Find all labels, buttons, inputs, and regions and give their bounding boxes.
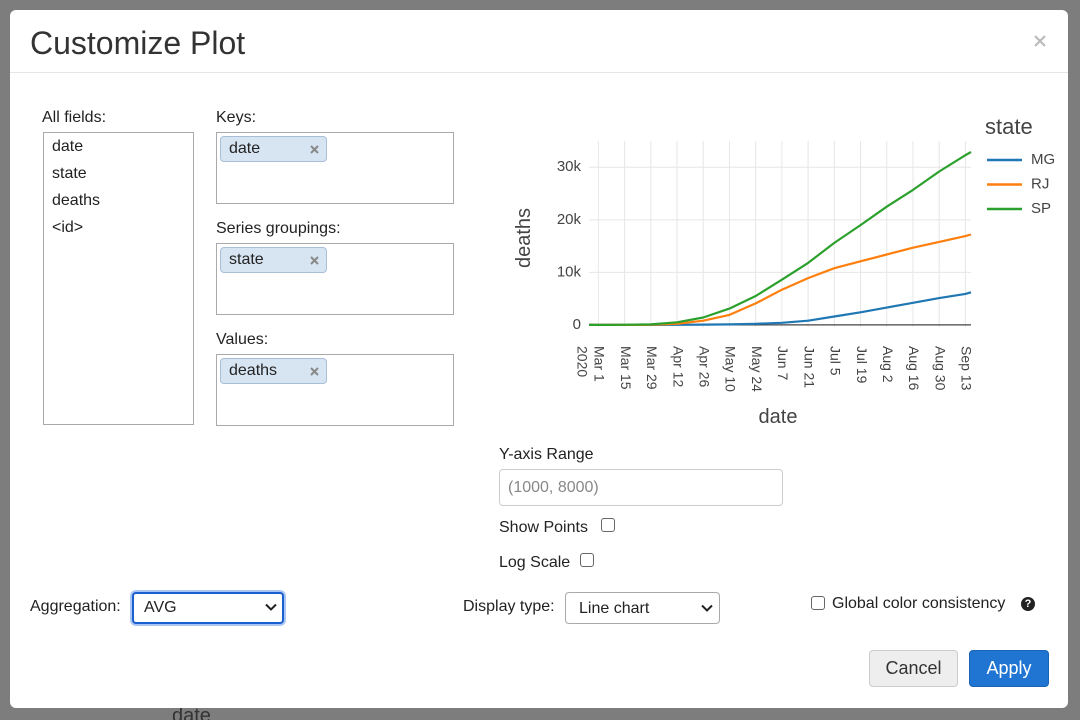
x-tick-label: Mar 29 bbox=[644, 346, 660, 390]
chevron bbox=[701, 604, 713, 612]
chip: state bbox=[220, 247, 327, 273]
x-tick-label: Mar 1 bbox=[592, 346, 608, 382]
chip: date bbox=[220, 136, 327, 162]
dialog-title: Customize Plot bbox=[30, 25, 246, 61]
aggregation-select[interactable]: AVG bbox=[132, 592, 284, 624]
field-item[interactable]: deaths bbox=[52, 192, 101, 209]
cancel-button[interactable]: Cancel bbox=[869, 650, 958, 687]
drop-box[interactable]: state bbox=[216, 243, 454, 315]
x-tick-label: Mar 15 bbox=[618, 346, 634, 390]
x-tick-label: Aug 2 bbox=[880, 346, 896, 383]
x-tick-label: Jul 5 bbox=[828, 346, 844, 376]
legend-label: RJ bbox=[1031, 175, 1049, 192]
header-divider bbox=[10, 72, 1068, 73]
legend-title: state bbox=[985, 114, 1033, 139]
y-tick-label: 20k bbox=[557, 211, 582, 228]
x-tick-label: May 10 bbox=[723, 346, 739, 392]
chip-remove[interactable] bbox=[310, 145, 319, 154]
legend-label: MG bbox=[1031, 151, 1055, 168]
checkbox[interactable] bbox=[580, 553, 594, 567]
field-label: Keys: bbox=[216, 109, 257, 126]
series-line bbox=[589, 291, 972, 326]
field-list[interactable]: date state deaths <id> bbox=[43, 132, 194, 425]
y-tick-label: 30k bbox=[557, 158, 582, 175]
checkbox[interactable] bbox=[601, 518, 615, 532]
x-tick-label: Jul 19 bbox=[854, 346, 870, 384]
y-tick-label: 10k bbox=[557, 263, 582, 280]
chip-remove[interactable] bbox=[310, 367, 319, 376]
field-label: Values: bbox=[216, 331, 269, 348]
x-tick-label: Jun 7 bbox=[775, 346, 791, 380]
y-tick-label: 0 bbox=[573, 316, 581, 333]
range-input[interactable]: (1000, 8000) bbox=[499, 469, 783, 506]
checkbox-label: Show Points bbox=[499, 519, 588, 536]
drop-box[interactable]: deaths bbox=[216, 354, 454, 426]
x-tick-label: Jun 21 bbox=[801, 346, 817, 388]
x-axis-title: date bbox=[759, 406, 798, 428]
x-tick-year: 2020 bbox=[575, 346, 591, 377]
field-label: Y-axis Range bbox=[499, 446, 594, 463]
checkbox-label: Log Scale bbox=[499, 554, 571, 571]
apply-button[interactable]: Apply bbox=[969, 650, 1049, 687]
x-tick-label: Sep 13 bbox=[959, 346, 975, 391]
chip-text: date bbox=[229, 140, 261, 157]
field-item[interactable]: state bbox=[52, 165, 87, 182]
drop-box[interactable]: date bbox=[216, 132, 454, 204]
y-axis-title: deaths bbox=[513, 208, 535, 268]
chip-remove[interactable] bbox=[310, 256, 319, 265]
chip: deaths bbox=[220, 358, 327, 384]
background-label: date bbox=[172, 705, 211, 720]
legend-label: SP bbox=[1031, 200, 1051, 217]
checkbox[interactable] bbox=[811, 596, 825, 610]
field-label: Series groupings: bbox=[216, 220, 341, 237]
checkbox-label: Global color consistency bbox=[832, 595, 1006, 612]
select-value: Line chart bbox=[579, 600, 650, 617]
select-value: AVG bbox=[144, 599, 177, 616]
chevron bbox=[265, 603, 277, 611]
x-tick-label: May 24 bbox=[749, 346, 765, 392]
field-item[interactable]: date bbox=[52, 138, 84, 155]
x-tick-label: Apr 12 bbox=[670, 346, 686, 387]
field-label: All fields: bbox=[42, 109, 107, 126]
x-tick-label: Aug 30 bbox=[932, 346, 948, 391]
field-item[interactable]: <id> bbox=[52, 219, 84, 236]
x-tick-label: Apr 26 bbox=[697, 346, 713, 387]
help-icon[interactable]: ? bbox=[1021, 597, 1035, 611]
select-label: Display type: bbox=[463, 598, 555, 615]
select-label: Aggregation: bbox=[30, 598, 121, 615]
series-line bbox=[589, 151, 972, 326]
chip-text: state bbox=[229, 251, 264, 268]
close-button[interactable] bbox=[1034, 35, 1046, 47]
display-type-select[interactable]: Line chart bbox=[565, 592, 720, 624]
placeholder: (1000, 8000) bbox=[508, 479, 599, 496]
chip-text: deaths bbox=[229, 362, 278, 379]
x-tick-label: Aug 16 bbox=[906, 346, 922, 391]
